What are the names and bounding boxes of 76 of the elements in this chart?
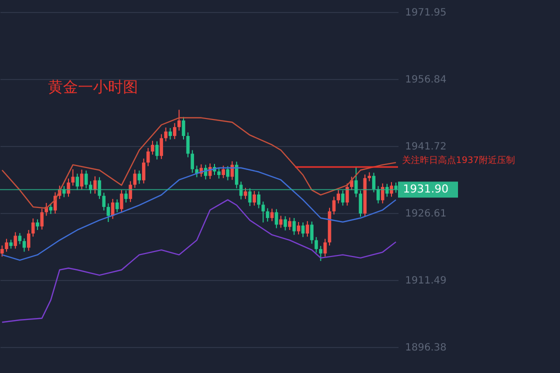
candlestick [310,221,314,244]
y-tick-label: 1956.84 [405,74,446,86]
candlestick [120,190,124,213]
candlestick [288,217,292,230]
candlestick [394,182,398,194]
candlestick [262,201,265,223]
candlestick [173,122,176,140]
text: 黄金一小时图 [48,78,138,96]
candlestick [195,165,198,178]
line-series [2,167,396,261]
candlestick [111,198,114,220]
candlestick [306,220,310,238]
candlestick [376,186,380,204]
candlestick [142,158,146,184]
candlestick [124,190,128,203]
ref-line-label: 关注昨日高点1937附近压制 [402,155,515,166]
candlestick [270,208,274,222]
candlestick [106,202,110,222]
candlestick [292,218,296,236]
candlestick [54,192,57,214]
candlestick [301,222,305,238]
candlestick [168,127,172,140]
candlestick [296,222,300,235]
candlestick [332,196,336,215]
candlestick [49,203,52,215]
candlestick [234,161,238,189]
y-tick-label: 1911.49 [405,276,446,287]
candlestick [71,168,75,186]
candlestick [36,218,40,230]
y-tick-label: 1941.72 [405,142,446,153]
candlestick [40,208,44,230]
candlestick [102,192,106,211]
candlestick [323,238,327,258]
candlestick [133,169,136,188]
candlestick [319,245,322,262]
candlestick [346,182,349,206]
candlestick [226,166,230,181]
candlestick [14,232,18,250]
candlestick [274,208,278,229]
candlestick [204,164,208,180]
candlestick [146,147,150,167]
candlestick [164,127,168,142]
candlestick [22,238,26,252]
candlestick [380,182,384,204]
candlestick [18,232,22,245]
candlestick [358,190,362,218]
candlestick [182,116,186,140]
candlestick [26,229,30,252]
candlestick [115,198,119,213]
candlestick [279,215,283,228]
ref-line-label: 1931.90 [403,182,448,196]
candlestick [257,190,260,209]
candlestick [31,218,35,238]
line-series [2,199,396,323]
candlestick [138,170,141,184]
candlestick [222,165,225,179]
candlestick [160,134,164,160]
candlestick [84,170,88,189]
candlestick [248,188,252,207]
candlestick [314,236,318,254]
candlestick [284,216,287,231]
candlestick [252,190,256,206]
candlestick [190,150,194,174]
y-tick-label: 1896.38 [405,342,446,354]
candlestick [350,176,354,191]
candlestick [76,173,79,191]
candlestick [155,140,159,160]
candlestick [80,169,84,190]
candlestick [336,190,340,204]
y-tick-label: 1926.61 [405,208,446,220]
candlestick [244,187,248,200]
candlestick [0,245,4,258]
y-tick-label: 1971.95 [405,8,446,19]
candlestick [341,190,344,206]
candlestick [372,172,376,193]
candlestick [230,160,234,180]
